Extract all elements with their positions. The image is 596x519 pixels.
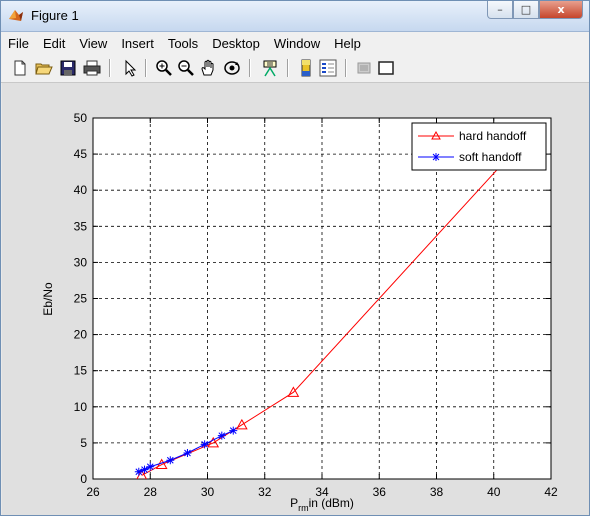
x-axis: 26 28 30 32 34 36 38 40 42 (86, 118, 558, 499)
y-tick-label: 30 (74, 255, 88, 269)
menu-edit[interactable]: Edit (42, 35, 66, 51)
menu-bar: File Edit View Insert Tools Desktop Wind… (1, 32, 589, 54)
legend-icon[interactable] (319, 59, 337, 77)
y-axis: 0 5 10 15 20 25 30 35 40 45 50 (74, 111, 551, 486)
menu-desktop[interactable]: Desktop (212, 35, 260, 51)
series-soft-handoff (134, 426, 238, 476)
x-axis-label: Prmin (dBm) (290, 496, 354, 513)
pan-hand-icon[interactable] (199, 59, 217, 77)
data-point-hard-handoff (287, 386, 300, 397)
toolbar-separator (109, 59, 111, 77)
data-point-soft-handoff (166, 456, 175, 465)
y-tick-label: 5 (80, 436, 87, 450)
colorbar-icon[interactable] (297, 59, 315, 77)
y-tick-label: 10 (74, 400, 88, 414)
zoom-in-icon[interactable] (155, 59, 173, 77)
data-point-soft-handoff (183, 449, 192, 458)
grid-lines (93, 118, 551, 479)
open-file-icon[interactable] (35, 59, 53, 77)
legend[interactable]: hard handoff soft handoff (411, 122, 547, 171)
x-axis-label-main: P (290, 496, 298, 510)
y-tick-label: 20 (74, 328, 88, 342)
maximize-button[interactable]: □ (513, 1, 539, 19)
toolbar-separator (287, 59, 289, 77)
toolbar-separator (145, 59, 147, 77)
menu-window[interactable]: Window (273, 35, 321, 51)
data-point-soft-handoff (200, 440, 209, 449)
matlab-logo-icon (9, 10, 23, 21)
x-tick-label: 30 (201, 485, 215, 499)
x-tick-label: 36 (373, 485, 387, 499)
menu-help[interactable]: Help (334, 35, 361, 51)
legend-soft-handoff-label: soft handoff (459, 150, 522, 164)
x-tick-label: 28 (144, 485, 158, 499)
data-point-soft-handoff (146, 462, 155, 471)
data-point-soft-handoff (140, 465, 149, 474)
toolbar-separator (249, 59, 251, 77)
legend-box (411, 122, 547, 171)
data-point-soft-handoff (217, 431, 226, 440)
data-point-soft-handoff (134, 467, 143, 476)
y-tick-label: 25 (74, 292, 88, 306)
minimize-icon: – (497, 3, 503, 16)
y-tick-label: 0 (80, 472, 87, 486)
x-tick-label: 40 (487, 485, 501, 499)
menu-tools[interactable]: Tools (167, 35, 199, 51)
data-cursor-icon[interactable] (261, 59, 279, 77)
plot-svg: 26 28 30 32 34 36 38 40 42 05101520253035404550 … (41, 111, 558, 513)
toolbar (1, 54, 589, 83)
edit-plot-arrow-icon[interactable] (121, 59, 139, 77)
y-tick-label: 40 (74, 183, 88, 197)
close-button[interactable]: x (539, 1, 583, 19)
x-tick-label: 38 (430, 485, 444, 499)
y-tick-label: 45 (74, 147, 88, 161)
x-tick-label: 42 (544, 485, 558, 499)
x-axis-label-subscript: rm (298, 503, 309, 513)
y-tick-label: 15 (74, 364, 88, 378)
close-icon: x (557, 3, 565, 16)
hide-plot-tools-icon[interactable] (355, 59, 373, 77)
x-axis-label-rest: in (dBm) (309, 496, 354, 510)
minimize-button[interactable]: – (487, 1, 513, 19)
data-point-hard-handoff (207, 436, 220, 448)
x-tick-label: 26 (86, 485, 100, 499)
figure-canvas: 26 28 30 32 34 36 38 40 42 0 5 10 15 20 25 30 35 40 45 50 … (2, 83, 589, 515)
data-point-soft-handoff (229, 426, 238, 435)
x-tick-label: 32 (258, 485, 272, 499)
print-icon[interactable] (83, 59, 101, 77)
menu-file[interactable]: File (8, 35, 29, 51)
rotate-3d-icon[interactable] (223, 59, 241, 77)
title-bar[interactable]: Figure 1 – □ x (1, 1, 589, 32)
menu-view[interactable]: View (79, 35, 108, 51)
y-tick-label: 50 (74, 111, 88, 125)
show-plot-tools-icon[interactable] (377, 59, 395, 77)
maximize-icon: □ (520, 3, 532, 16)
y-axis-label: Eb/No (41, 282, 55, 316)
legend-hard-handoff-label: hard handoff (459, 129, 527, 143)
series-layer (134, 151, 514, 479)
zoom-out-icon[interactable] (177, 59, 195, 77)
data-point-hard-handoff (236, 418, 248, 430)
x-tick-label: 34 (315, 485, 329, 499)
window-title: Figure 1 (31, 8, 79, 23)
save-icon[interactable] (59, 59, 77, 77)
legend-soft-handoff-marker (432, 153, 440, 161)
new-figure-icon[interactable] (11, 59, 29, 77)
legend-hard-handoff-marker (431, 130, 441, 140)
toolbar-separator (345, 59, 347, 77)
menu-insert[interactable]: Insert (121, 35, 154, 51)
y-tick-label: 35 (74, 219, 88, 233)
